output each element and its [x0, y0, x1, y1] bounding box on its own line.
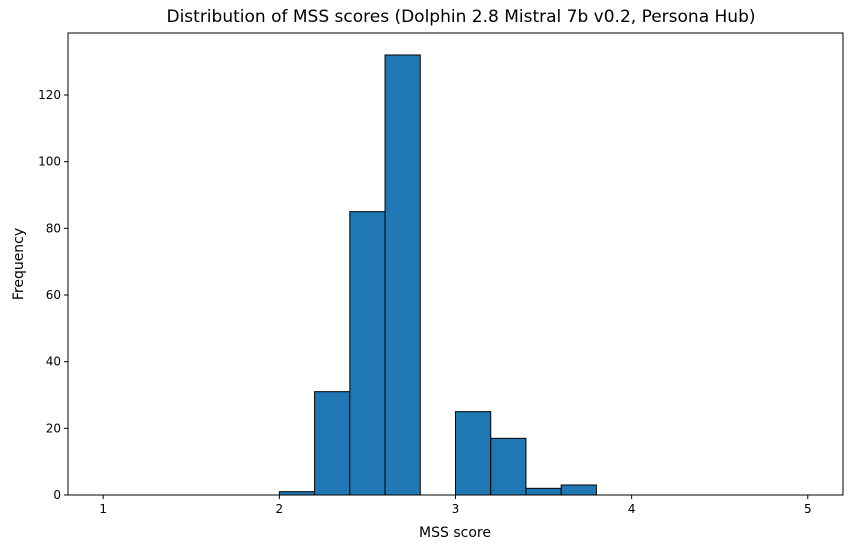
bars-group	[278, 54, 597, 496]
y-tick-label: 80	[46, 221, 61, 235]
histogram-bar-6	[314, 391, 351, 496]
x-tick-label: 4	[628, 502, 636, 516]
y-tick-label: 100	[38, 155, 61, 169]
x-tick-label: 2	[276, 502, 284, 516]
y-tick-label: 120	[38, 88, 61, 102]
chart-title: Distribution of MSS scores (Dolphin 2.8 …	[166, 7, 755, 27]
x-axis-ticks: 1 2 3 4 5	[99, 495, 812, 516]
x-tick-label: 5	[804, 502, 812, 516]
histogram-bar-7	[349, 211, 386, 496]
histogram-bar-12	[525, 487, 562, 496]
y-axis-ticks: 0 20 40 60 80 100 120	[38, 88, 68, 502]
x-tick-label: 3	[452, 502, 460, 516]
y-axis-label: Frequency	[11, 228, 27, 300]
y-tick-label: 20	[46, 421, 61, 435]
x-tick-label: 1	[99, 502, 107, 516]
x-axis-label: MSS score	[419, 525, 491, 541]
histogram-bar-13	[560, 484, 597, 496]
y-tick-label: 60	[46, 288, 61, 302]
y-tick-label: 0	[53, 488, 61, 502]
histogram-bar-10	[455, 411, 492, 496]
histogram-bar-11	[490, 437, 527, 496]
y-tick-label: 40	[46, 355, 61, 369]
histogram-bar-8	[384, 54, 421, 496]
